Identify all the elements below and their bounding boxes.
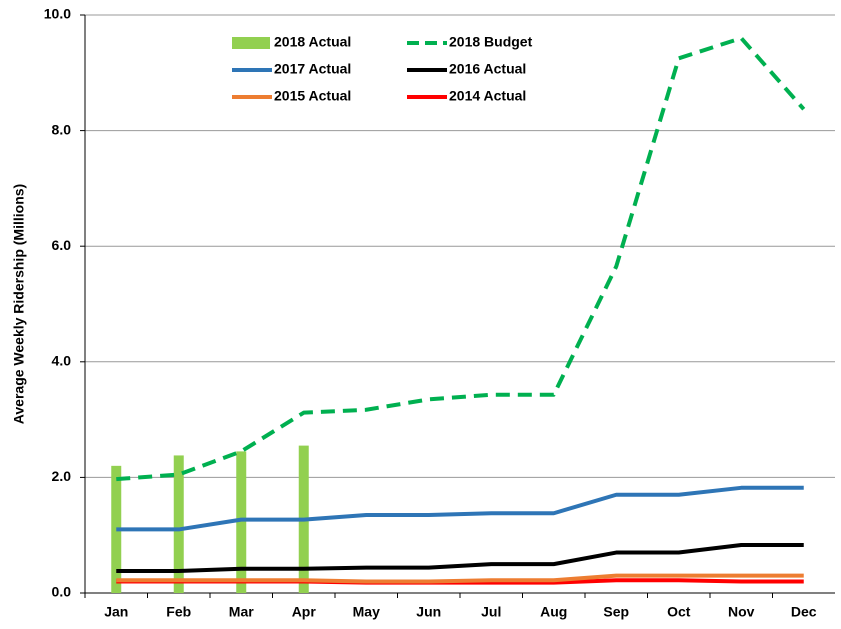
y-tick-label: 4.0 bbox=[52, 353, 72, 369]
y-axis-label: Average Weekly Ridership (Millions) bbox=[11, 184, 27, 424]
x-tick-label: Aug bbox=[540, 604, 567, 620]
legend-label: 2018 Actual bbox=[274, 34, 351, 50]
y-tick-label: 10.0 bbox=[44, 6, 71, 22]
x-tick-label: Jul bbox=[481, 604, 501, 620]
x-tick-label: Nov bbox=[728, 604, 755, 620]
x-tick-label: Jan bbox=[104, 604, 128, 620]
bar bbox=[173, 455, 184, 593]
x-tick-label: Feb bbox=[166, 604, 191, 620]
legend-label: 2015 Actual bbox=[274, 88, 351, 104]
line bbox=[116, 573, 804, 584]
legend-label: 2017 Actual bbox=[274, 61, 351, 77]
bar bbox=[236, 451, 247, 593]
line bbox=[116, 36, 806, 482]
x-tick-label: Dec bbox=[791, 604, 817, 620]
y-tick-label: 6.0 bbox=[52, 237, 72, 253]
legend-label: 2016 Actual bbox=[449, 61, 526, 77]
legend-swatch bbox=[232, 37, 270, 49]
x-tick-label: Oct bbox=[667, 604, 691, 620]
x-tick-label: Apr bbox=[292, 604, 317, 620]
line bbox=[116, 543, 804, 574]
legend-label: 2018 Budget bbox=[449, 34, 533, 50]
legend-label: 2014 Actual bbox=[449, 88, 526, 104]
x-tick-label: Mar bbox=[229, 604, 254, 620]
x-tick-label: Jun bbox=[416, 604, 441, 620]
x-tick-label: May bbox=[353, 604, 380, 620]
line bbox=[116, 485, 804, 532]
y-tick-label: 8.0 bbox=[52, 121, 72, 137]
y-tick-label: 0.0 bbox=[52, 584, 72, 600]
y-tick-label: 2.0 bbox=[52, 468, 72, 484]
x-tick-label: Sep bbox=[603, 604, 629, 620]
